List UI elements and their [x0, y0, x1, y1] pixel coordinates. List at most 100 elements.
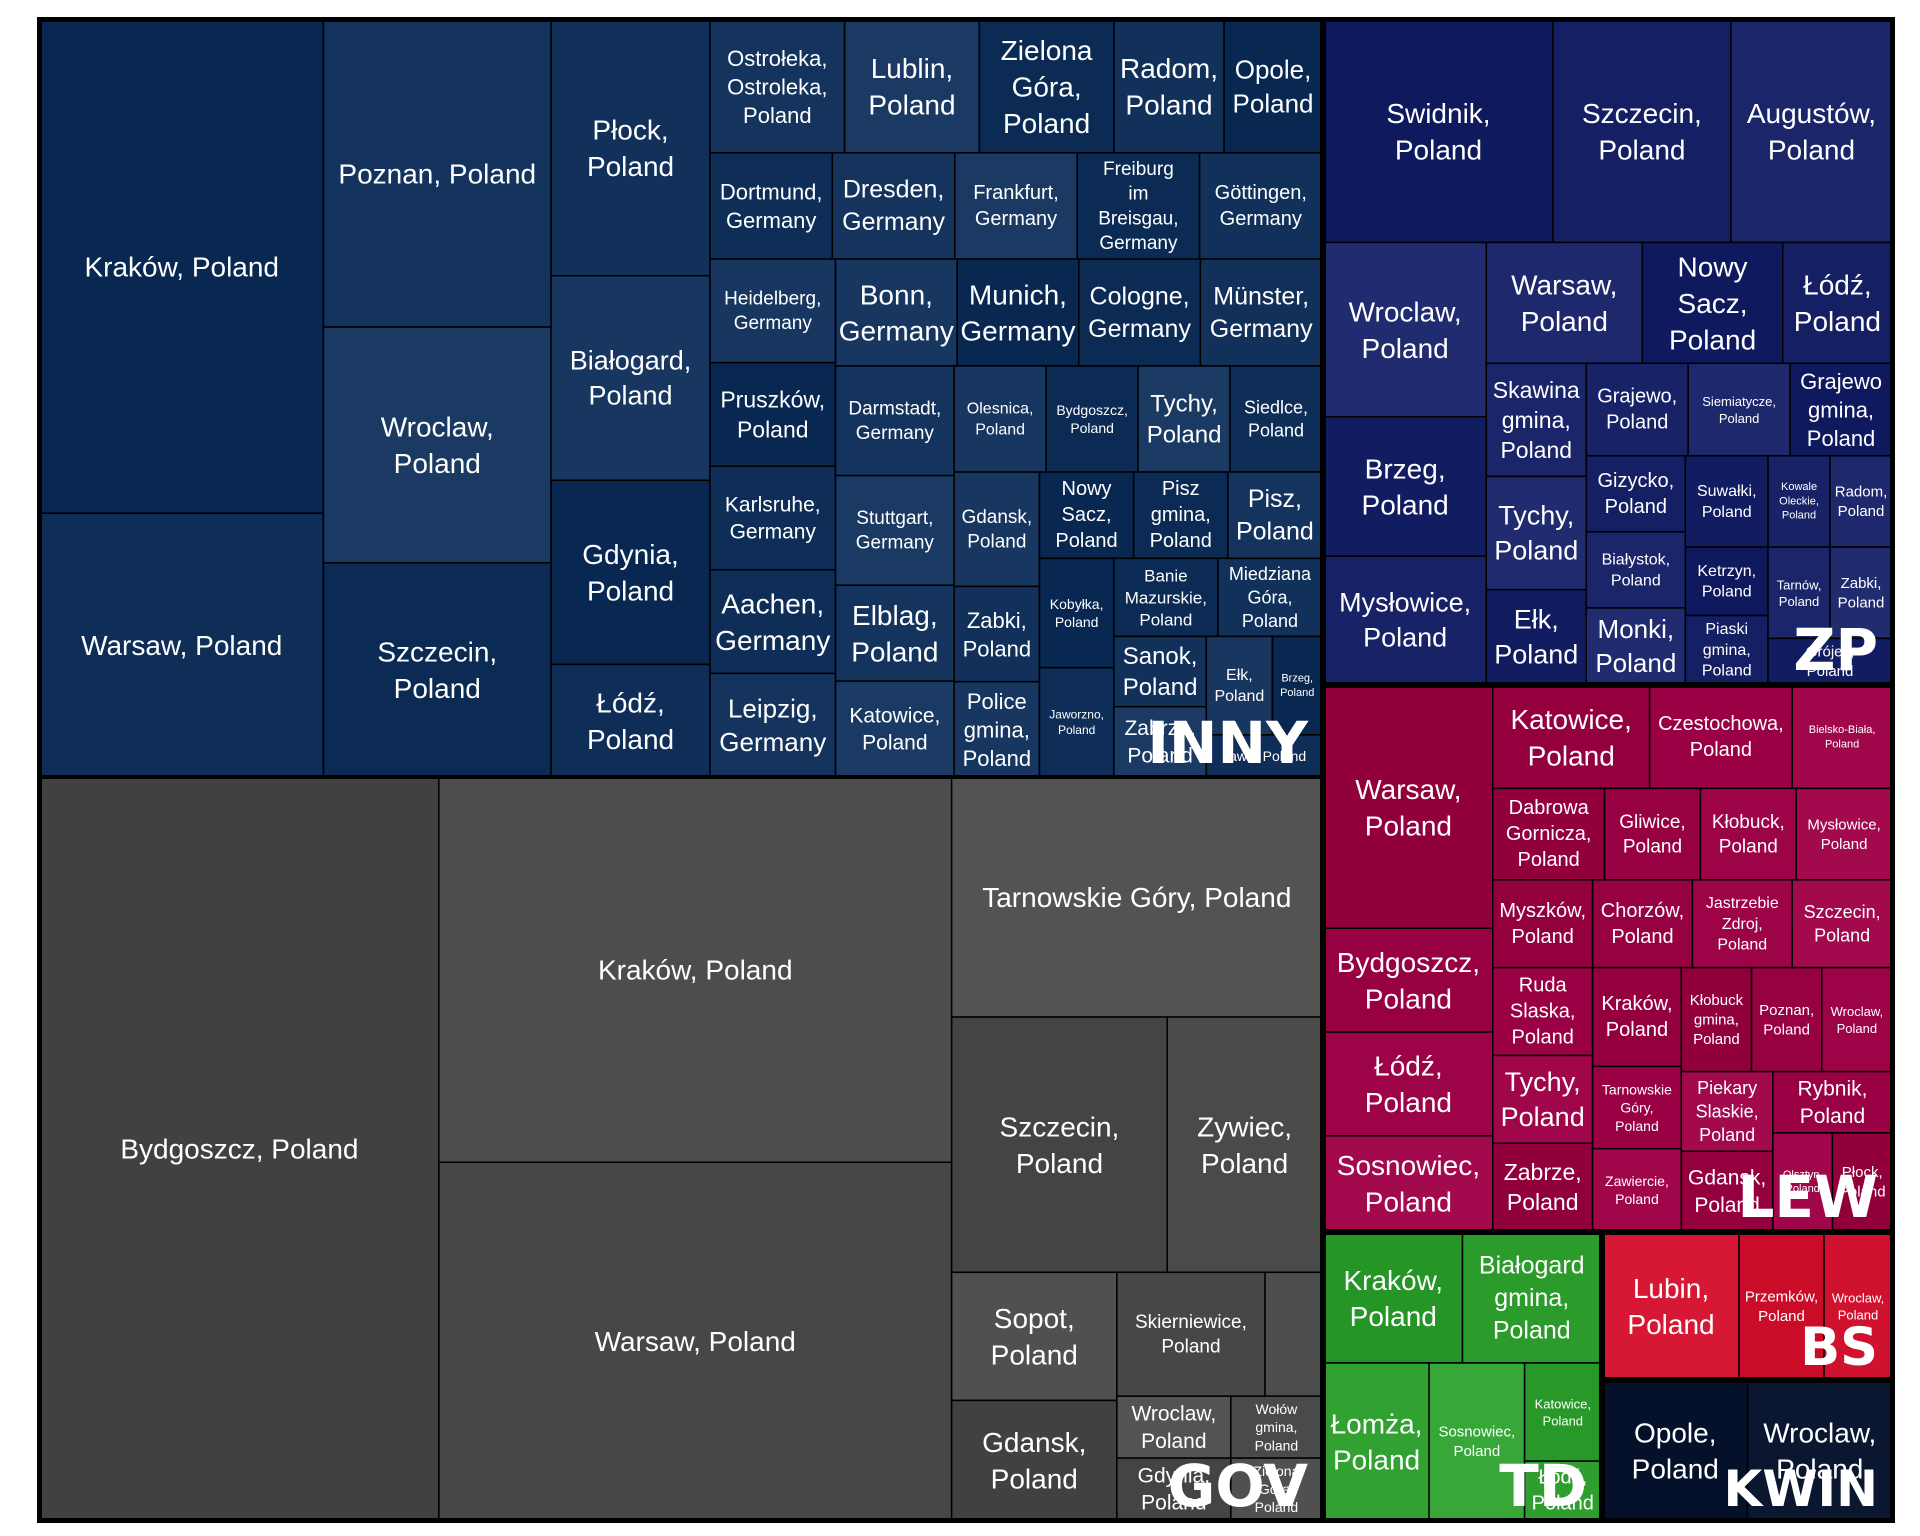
treemap-cell[interactable]: Sopot, Poland — [950, 1271, 1118, 1402]
treemap-cell[interactable]: Karlsruhe, Germany — [709, 465, 837, 571]
treemap-cell[interactable]: Sanok, Poland — [1113, 635, 1208, 708]
treemap-cell[interactable]: Ostrołeka, Ostroleka, Poland — [709, 19, 846, 154]
cell-rect[interactable] — [1789, 362, 1893, 457]
cell-rect[interactable] — [954, 152, 1078, 260]
treemap-cell[interactable]: Kłobuck, Poland — [1699, 787, 1797, 881]
cell-rect[interactable] — [1323, 555, 1488, 685]
cell-rect[interactable] — [1116, 1457, 1232, 1521]
treemap-cell[interactable]: Katowice, Poland — [1523, 1362, 1602, 1462]
treemap-cell[interactable]: Monki, Poland — [1585, 607, 1687, 685]
treemap-cell[interactable]: Banie Mazurskie, Poland — [1113, 557, 1219, 638]
treemap-cell[interactable]: Ketrzyn, Poland — [1684, 546, 1769, 617]
treemap-cell[interactable]: Swidnik, Poland — [1323, 19, 1554, 244]
treemap-cell[interactable]: Łomża, Poland — [1323, 1362, 1430, 1521]
treemap-cell[interactable]: Opole, Poland — [1602, 1380, 1749, 1521]
treemap-cell[interactable]: Kłobuck gmina, Poland — [1680, 966, 1753, 1073]
treemap-cell[interactable]: Bydgoszcz, Poland — [1045, 365, 1139, 473]
cell-rect[interactable] — [1323, 241, 1488, 418]
cell-rect[interactable] — [1132, 471, 1229, 560]
cell-rect[interactable] — [953, 365, 1047, 473]
cell-rect[interactable] — [1230, 1457, 1323, 1521]
cell-rect[interactable] — [1323, 1362, 1430, 1521]
treemap-cell[interactable]: Zabki, Poland — [953, 585, 1041, 683]
cell-rect[interactable] — [1680, 1150, 1774, 1232]
cell-rect[interactable] — [1791, 879, 1893, 969]
cell-rect[interactable] — [834, 258, 958, 367]
cell-rect[interactable] — [1730, 19, 1893, 244]
treemap-cell[interactable]: Dortmund, Germany — [709, 152, 834, 260]
cell-rect[interactable] — [1038, 471, 1135, 560]
cell-rect[interactable] — [1113, 19, 1225, 154]
treemap-cell[interactable]: Gliwice, Poland — [1603, 787, 1702, 881]
treemap-cell[interactable]: Mysłowice, Poland — [1323, 555, 1488, 685]
treemap-cell[interactable]: Warsaw, Poland — [1323, 685, 1494, 929]
treemap-cell[interactable]: Grajewo gmina, Poland — [1789, 362, 1893, 457]
cell-rect[interactable] — [1323, 415, 1488, 557]
cell-rect[interactable] — [834, 584, 955, 682]
treemap-cell[interactable]: Göttingen, Germany — [1198, 152, 1323, 260]
treemap-cell[interactable]: Wołów gmina, Poland — [1230, 1395, 1323, 1459]
treemap-cell[interactable]: Gdynia, Poland — [550, 479, 711, 666]
treemap-cell[interactable]: Warsaw, Poland — [1485, 241, 1644, 365]
cell-rect[interactable] — [953, 585, 1041, 683]
treemap-cell[interactable]: Katowice, Poland — [1492, 685, 1651, 790]
cell-rect[interactable] — [550, 19, 711, 277]
cell-rect[interactable] — [1205, 734, 1323, 778]
cell-rect[interactable] — [1750, 966, 1823, 1073]
cell-rect[interactable] — [1045, 365, 1139, 473]
treemap-cell[interactable]: Warsaw, Poland — [39, 512, 325, 778]
treemap-cell[interactable]: Jastrzebie Zdroj, Poland — [1691, 879, 1793, 969]
treemap-cell[interactable]: Wroclaw, Poland — [1821, 966, 1893, 1073]
cell-rect[interactable] — [950, 1016, 1168, 1274]
treemap-cell[interactable]: Bydgoszcz, Poland — [1323, 927, 1494, 1033]
cell-rect[interactable] — [1113, 705, 1208, 778]
treemap-cell[interactable]: Grójec, Poland — [1767, 637, 1893, 685]
cell-rect[interactable] — [39, 776, 440, 1521]
cell-rect[interactable] — [1038, 557, 1115, 669]
cell-rect[interactable] — [1323, 1232, 1464, 1364]
cell-rect[interactable] — [1492, 1054, 1594, 1144]
cell-rect[interactable] — [1699, 787, 1797, 881]
treemap-cell[interactable]: Dabrowa Gornicza, Poland — [1492, 787, 1606, 881]
treemap-cell[interactable]: Frankfurt, Germany — [954, 152, 1078, 260]
cell-rect[interactable] — [322, 326, 552, 564]
treemap-cell[interactable]: Poznan, Poland — [322, 19, 552, 328]
cell-rect[interactable] — [1591, 1147, 1683, 1232]
cell-rect[interactable] — [1782, 241, 1893, 365]
treemap-cell[interactable]: Przemków, Poland — [1738, 1232, 1825, 1380]
treemap-cell[interactable]: Szczecin, Poland — [1791, 879, 1893, 969]
cell-rect[interactable] — [709, 258, 837, 364]
cell-rect[interactable] — [1137, 365, 1231, 473]
treemap-cell[interactable]: Tychy, Poland — [1137, 365, 1231, 473]
cell-rect[interactable] — [1205, 635, 1274, 736]
treemap-cell[interactable]: Pisz, Poland — [1227, 471, 1323, 560]
cell-rect[interactable] — [1116, 1271, 1266, 1397]
cell-rect[interactable] — [39, 19, 325, 514]
treemap-cell[interactable]: Grajewo, Poland — [1585, 362, 1689, 457]
cell-rect[interactable] — [550, 663, 711, 778]
cell-rect[interactable] — [709, 465, 837, 571]
cell-rect[interactable] — [709, 361, 837, 467]
cell-rect[interactable] — [1585, 362, 1689, 457]
treemap-cell[interactable]: Radom, Poland — [1829, 455, 1893, 548]
treemap-cell[interactable]: Gdansk, Poland — [1680, 1150, 1774, 1232]
treemap-cell[interactable]: Katowice, Poland — [834, 680, 955, 778]
cell-rect[interactable] — [1492, 879, 1594, 969]
treemap-cell[interactable]: Darmstadt, Germany — [834, 365, 955, 477]
treemap-cell[interactable]: Kobyłka, Poland — [1038, 557, 1115, 669]
cell-rect[interactable] — [1738, 1232, 1825, 1380]
treemap-cell[interactable]: Płock, Poland — [550, 19, 711, 277]
treemap-cell[interactable]: Police gmina, Poland — [953, 680, 1041, 778]
cell-rect[interactable] — [1323, 927, 1494, 1033]
cell-rect[interactable] — [709, 672, 837, 778]
cell-rect[interactable] — [1461, 1232, 1602, 1364]
treemap-cell[interactable]: Zabrze, Poland — [1113, 705, 1208, 778]
treemap-cell[interactable]: Nowy Sacz, Poland — [1038, 471, 1135, 560]
cell-rect[interactable] — [322, 19, 552, 328]
treemap-cell[interactable]: Czestochowa, Poland — [1648, 685, 1793, 790]
cell-rect[interactable] — [1684, 546, 1769, 617]
cell-rect[interactable] — [1767, 637, 1893, 685]
treemap-cell[interactable]: Heidelberg, Germany — [709, 258, 837, 364]
treemap-cell[interactable]: Bydgoszcz, Poland — [39, 776, 440, 1521]
treemap-cell[interactable]: Szczecin, Poland — [322, 562, 552, 778]
